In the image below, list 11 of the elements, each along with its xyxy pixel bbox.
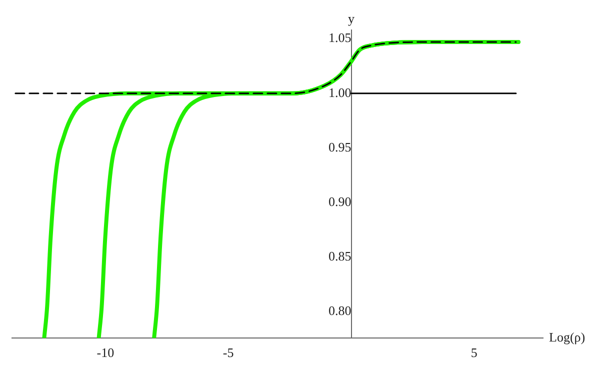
y-tick-label: 0.90 (328, 194, 352, 209)
x-axis-title: Log(ρ) (549, 329, 586, 344)
y-tick-label: 0.95 (328, 139, 352, 154)
y-axis-title: y (348, 10, 355, 26)
y-tick-label: 1.05 (328, 30, 352, 46)
y-tick-label: 0.85 (328, 248, 352, 264)
x-tick-label: -10 (96, 345, 114, 360)
y-tick-label: 0.80 (328, 303, 352, 318)
x-tick-label: -5 (222, 345, 234, 360)
y-tick-label: 1.00 (328, 84, 352, 100)
x-tick-label: 5 (470, 345, 478, 360)
